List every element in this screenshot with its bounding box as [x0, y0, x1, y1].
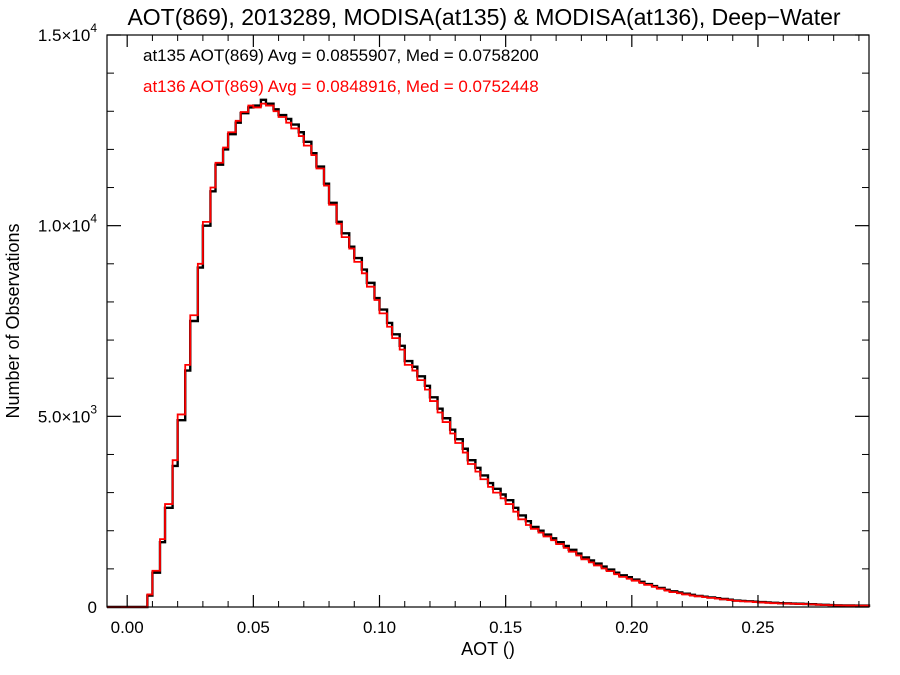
- x-tick-label-0: 0.00: [111, 618, 144, 637]
- plot-series: [107, 98, 871, 609]
- plot-frame: [106, 34, 870, 608]
- y-tick-label-2: 1.0×104: [38, 212, 97, 236]
- chart-title: AOT(869), 2013289, MODISA(at135) & MODIS…: [127, 4, 840, 30]
- y-tick-label-0: 0: [88, 598, 97, 617]
- x-tick-label-2: 0.10: [363, 618, 396, 637]
- series-line-0: [107, 98, 871, 609]
- series-line-1: [107, 102, 870, 608]
- y-tick-label-1: 5.0×103: [38, 402, 97, 426]
- x-axis-label: AOT (): [461, 639, 515, 659]
- x-tick-label-3: 0.15: [489, 618, 522, 637]
- y-tick-label-3: 1.5×104: [38, 21, 97, 45]
- x-tick-label-4: 0.20: [615, 618, 648, 637]
- stats-label-at135: at135 AOT(869) Avg = 0.0855907, Med = 0.…: [143, 46, 539, 65]
- y-axis: 0 5.0×103 1.0×104 1.5×104: [38, 21, 869, 617]
- x-tick-label-5: 0.25: [741, 618, 774, 637]
- x-axis: 0.00 0.05 0.10 0.15 0.20 0.25: [111, 35, 860, 637]
- x-tick-label-1: 0.05: [237, 618, 270, 637]
- y-axis-label: Number of Observations: [3, 223, 23, 418]
- stats-label-at136: at136 AOT(869) Avg = 0.0848916, Med = 0.…: [143, 77, 539, 96]
